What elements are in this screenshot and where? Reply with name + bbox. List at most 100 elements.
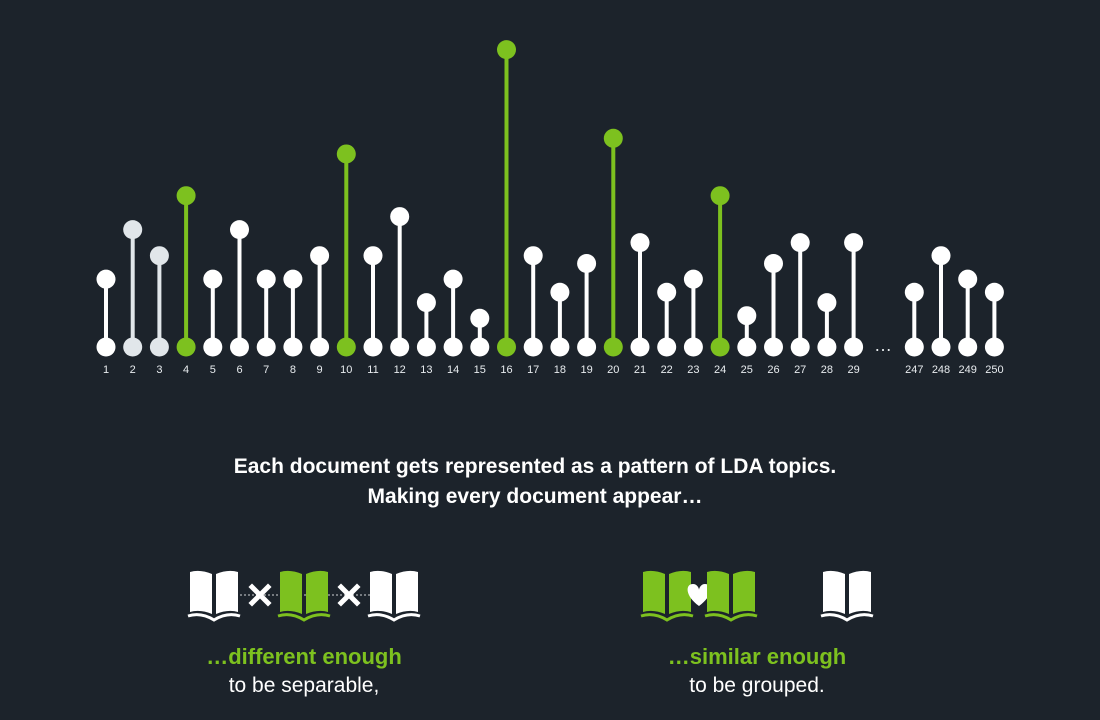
topic-dot-19 — [577, 254, 597, 274]
similar-icons — [577, 566, 937, 626]
tick-label-5: 5 — [210, 364, 216, 376]
lollipop-chart: 1 2 3 4 5 6 7 8 9 10 11 12 13 14 15 16 17 18 19 20 21 22 23 24 2… — [96, 40, 1004, 376]
topic-dot-247 — [904, 282, 924, 302]
gap-ellipsis: … — [874, 335, 894, 355]
base-dot-248 — [931, 337, 951, 357]
base-dot-14 — [443, 337, 463, 357]
base-dot-3 — [149, 337, 169, 357]
tick-label-12: 12 — [394, 364, 406, 376]
topic-dot-24 — [710, 186, 730, 206]
tick-label-9: 9 — [317, 364, 323, 376]
base-dot-18 — [550, 337, 570, 357]
tick-label-4: 4 — [183, 364, 189, 376]
similar-accent-text: …similar enough — [667, 644, 847, 669]
topic-dot-21 — [630, 233, 650, 253]
topic-dot-16 — [497, 40, 516, 60]
tick-label-6: 6 — [236, 364, 242, 376]
tick-label-17: 17 — [527, 364, 539, 376]
tick-label-249: 249 — [959, 364, 977, 376]
tick-label-7: 7 — [263, 364, 269, 376]
topic-dot-15 — [470, 308, 490, 328]
base-dot-27 — [790, 337, 810, 357]
tick-label-248: 248 — [932, 364, 950, 376]
topic-dot-13 — [416, 293, 436, 313]
topic-dot-3 — [149, 246, 169, 266]
tick-label-28: 28 — [821, 364, 833, 376]
topic-dot-18 — [550, 282, 570, 302]
tick-label-15: 15 — [474, 364, 486, 376]
book-icon — [187, 570, 241, 622]
base-dot-249 — [958, 337, 978, 357]
book-icon — [277, 570, 331, 622]
base-dot-28 — [817, 337, 837, 357]
topic-dot-2 — [123, 220, 143, 240]
topic-dot-9 — [310, 246, 330, 266]
base-dot-5 — [203, 337, 223, 357]
base-dot-20 — [603, 337, 623, 357]
topic-dot-20 — [603, 128, 623, 148]
topic-dot-1 — [96, 269, 116, 289]
topic-dot-5 — [203, 269, 223, 289]
tick-label-13: 13 — [420, 364, 432, 376]
caption-line-2: Making every document appear… — [367, 485, 703, 508]
tick-label-29: 29 — [847, 364, 859, 376]
topic-dot-14 — [443, 269, 463, 289]
tick-label-24: 24 — [714, 364, 726, 376]
base-dot-23 — [683, 337, 703, 357]
topic-dot-12 — [390, 207, 410, 227]
topic-dot-249 — [958, 269, 978, 289]
tick-label-14: 14 — [447, 364, 459, 376]
base-dot-16 — [497, 337, 516, 357]
tick-label-21: 21 — [634, 364, 646, 376]
topic-dot-17 — [523, 246, 543, 266]
topic-dot-26 — [764, 254, 783, 274]
base-dot-29 — [844, 337, 864, 357]
topic-dot-248 — [931, 246, 951, 266]
tick-label-10: 10 — [340, 364, 352, 376]
tick-label-23: 23 — [687, 364, 699, 376]
base-dot-15 — [470, 337, 490, 357]
tick-label-3: 3 — [156, 364, 162, 376]
similar-panel: …similar enough to be grouped. — [577, 566, 937, 697]
base-dot-11 — [363, 337, 383, 357]
base-dot-7 — [256, 337, 276, 357]
base-dot-25 — [737, 337, 757, 357]
base-dot-1 — [96, 337, 116, 357]
cross-icon — [337, 583, 361, 607]
base-dot-8 — [283, 337, 303, 357]
base-dot-26 — [764, 337, 783, 357]
base-dot-6 — [230, 337, 249, 357]
tick-label-11: 11 — [367, 364, 378, 376]
topic-dot-8 — [283, 269, 303, 289]
base-dot-10 — [336, 337, 356, 357]
tick-label-8: 8 — [290, 364, 296, 376]
tick-label-247: 247 — [905, 364, 923, 376]
heart-icon — [687, 584, 711, 606]
base-dot-2 — [123, 337, 143, 357]
base-dot-250 — [984, 337, 1004, 357]
topic-dot-6 — [230, 220, 249, 240]
base-dot-247 — [904, 337, 924, 357]
topic-dot-28 — [817, 293, 837, 313]
different-panel: …different enough to be separable, — [124, 566, 484, 697]
caption-line-1: Each document gets represented as a patt… — [233, 455, 837, 478]
book-icon — [640, 570, 694, 622]
book-icon — [367, 570, 421, 622]
topic-dot-27 — [790, 233, 810, 253]
tick-label-20: 20 — [607, 364, 619, 376]
topic-dot-29 — [844, 233, 864, 253]
tick-label-19: 19 — [580, 364, 592, 376]
topic-dot-250 — [984, 282, 1004, 302]
book-icon — [704, 570, 758, 622]
book-icon — [820, 570, 874, 622]
different-accent-text: …different enough — [206, 644, 402, 669]
tick-label-2: 2 — [130, 364, 136, 376]
caption: Each document gets represented as a patt… — [0, 452, 1070, 512]
tick-label-18: 18 — [554, 364, 566, 376]
tick-label-250: 250 — [985, 364, 1003, 376]
topic-dot-22 — [657, 282, 677, 302]
topic-dot-10 — [336, 144, 356, 164]
base-dot-12 — [390, 337, 410, 357]
topic-dot-23 — [683, 269, 703, 289]
base-dot-22 — [657, 337, 677, 357]
